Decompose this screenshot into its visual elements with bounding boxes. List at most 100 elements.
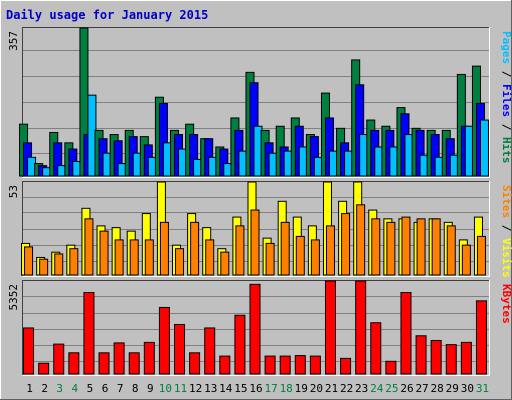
x-tick-label: 13 [204,382,217,395]
panel-3: 5352 KBytes [7,280,512,376]
x-tick-label: 11 [174,382,187,395]
legend-entry: Files [500,84,512,117]
x-tick-label: 14 [219,382,233,395]
legend-entry: Visits [500,238,512,278]
bar-sites-day-24 [371,218,381,276]
bar-kbytes-day-5 [83,292,95,375]
x-tick-label: 27 [415,382,428,395]
bar-kbytes-day-21 [324,280,336,375]
bar-kbytes-day-13 [204,327,216,375]
bar-sites-day-2 [39,258,49,276]
x-tick-label: 2 [41,382,48,395]
x-tick-label: 5 [87,382,94,395]
x-tick-label: 25 [385,382,398,395]
bar-sites-day-14 [220,251,230,276]
bar-kbytes-day-25 [385,360,397,375]
bar-sites-day-19 [295,235,305,276]
bar-kbytes-day-7 [113,342,125,375]
x-tick-label: 6 [102,382,109,395]
x-tick-label: 22 [340,382,353,395]
bar-kbytes-day-27 [415,335,427,375]
bar-kbytes-day-23 [355,280,367,375]
series-legend-label: Sites / Visits [500,185,512,278]
legend-entry: Sites [500,185,512,218]
bar-kbytes-day-24 [370,322,382,375]
bar-sites-day-6 [99,230,109,276]
bar-sites-day-13 [205,239,215,276]
bar-kbytes-day-10 [158,306,170,375]
bar-sites-day-23 [356,204,366,276]
bar-sites-day-1 [24,246,34,276]
bar-kbytes-day-20 [309,355,321,375]
chart-title: Daily usage for January 2015 [6,8,208,22]
bar-sites-day-9 [144,239,154,276]
bar-sites-day-31 [476,235,486,276]
legend-entry: KBytes [500,284,512,324]
legend-entry: Hits [500,137,512,164]
bar-sites-day-30 [461,244,471,276]
series-legend-label: KBytes [500,284,512,324]
x-axis-labels: 1 2 3 4 5 6 7 8 9 10 11 12 13 14 15 16 17 18 19 20 21 22 23 24 2… [26,382,489,395]
bar-kbytes-day-30 [460,341,472,375]
x-tick-label: 7 [117,382,124,395]
bar-sites-day-8 [129,239,139,276]
x-tick-label: 28 [431,382,444,395]
bar-sites-day-22 [341,213,351,276]
bar-kbytes-day-28 [430,339,442,375]
bar-kbytes-day-2 [38,362,50,375]
bar-sites-day-21 [325,225,335,276]
x-tick-label: 1 [26,382,33,395]
bar-kbytes-day-9 [143,341,155,375]
bar-kbytes-day-3 [53,343,65,375]
y-max-label: 53 [7,185,20,198]
bar-sites-day-4 [69,248,79,276]
x-tick-label: 16 [249,382,262,395]
x-tick-label: 9 [147,382,154,395]
bar-sites-day-10 [159,221,169,276]
bar-sites-day-20 [310,239,320,276]
bar-kbytes-day-19 [294,355,306,375]
x-tick-label: 8 [132,382,139,395]
bar-kbytes-day-17 [264,355,276,375]
bar-kbytes-day-29 [445,344,457,375]
bar-sites-day-5 [84,218,94,276]
bar-kbytes-day-15 [234,314,246,375]
bar-kbytes-day-6 [98,352,110,375]
x-tick-label: 31 [476,382,489,395]
bar-kbytes-day-12 [189,352,201,375]
bar-sites-day-7 [114,239,124,276]
bar-sites-day-29 [446,225,456,276]
x-tick-label: 17 [264,382,277,395]
bar-sites-day-28 [431,218,441,276]
series-legend-label: Pages / Files / Hits [500,31,512,164]
y-max-label: 5352 [7,284,20,311]
bar-kbytes-day-4 [68,352,80,375]
bar-sites-day-15 [235,225,245,276]
bar-sites-day-25 [386,221,396,276]
bar-kbytes-day-8 [128,352,140,375]
legend-entry: / [500,117,512,137]
bar-sites-day-27 [416,218,426,276]
x-tick-label: 10 [159,382,172,395]
y-max-label: 357 [7,31,20,51]
legend-entry: / [500,218,512,238]
bar-sites-day-3 [54,253,64,276]
bar-pages-day-31 [479,119,489,177]
x-tick-label: 19 [295,382,308,395]
bar-sites-day-17 [265,242,275,276]
bar-sites-day-12 [190,221,200,276]
x-tick-label: 4 [72,382,79,395]
x-tick-label: 29 [446,382,459,395]
bar-kbytes-day-16 [249,283,261,375]
bar-sites-day-26 [401,216,411,276]
bar-kbytes-day-26 [400,292,412,375]
x-tick-label: 15 [234,382,247,395]
bar-sites-day-11 [175,248,185,276]
bar-kbytes-day-11 [174,323,186,375]
bar-sites-day-18 [280,221,290,276]
panel-2: 53 Sites / Visits [7,181,512,278]
bar-kbytes-day-18 [279,355,291,375]
